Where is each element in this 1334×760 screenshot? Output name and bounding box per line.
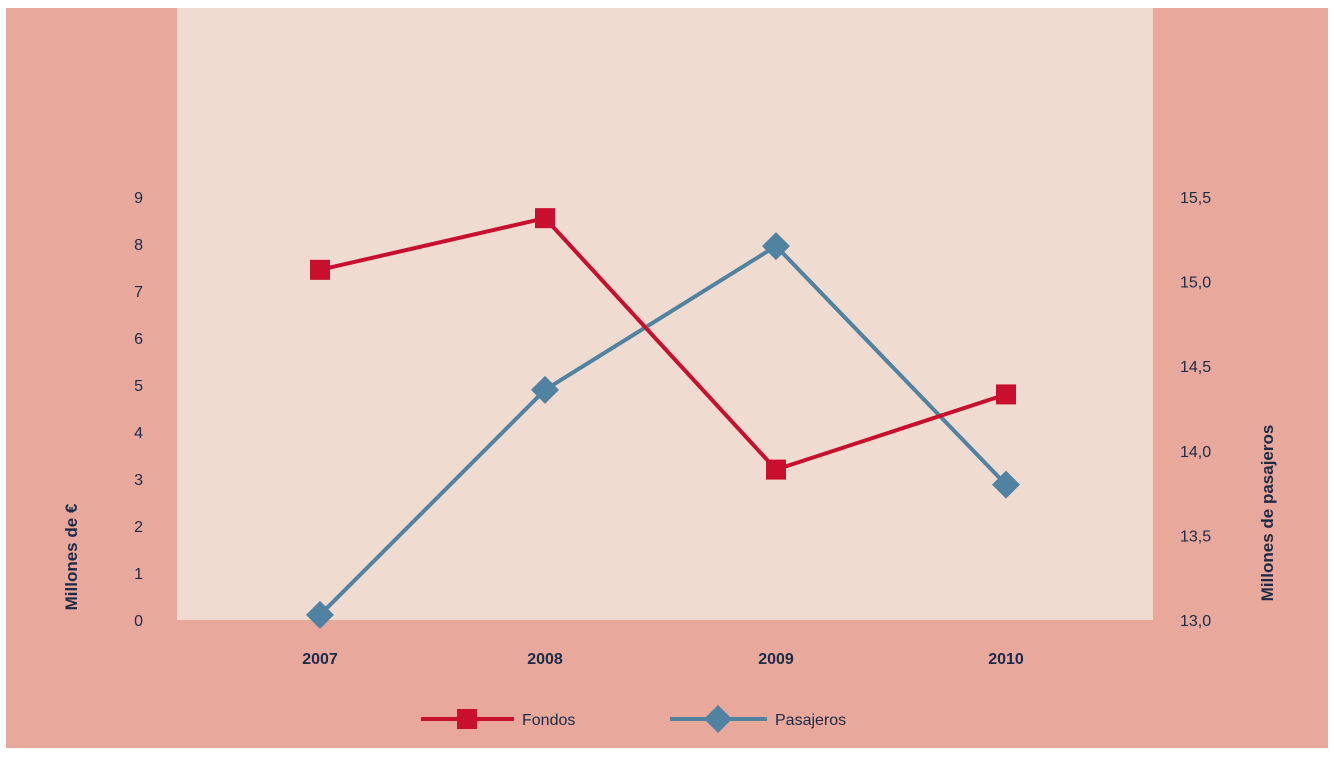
legend-label-fondos: Fondos (522, 712, 575, 729)
top-strip (0, 0, 1334, 8)
x-tick-label: 2009 (758, 651, 794, 668)
y-right-tick-label: 15,5 (1180, 190, 1211, 207)
series-layer (306, 208, 1020, 629)
right-strip (1328, 0, 1334, 760)
y-right-tick-label: 13,0 (1180, 613, 1211, 630)
x-tick-label: 2007 (302, 651, 338, 668)
series-line-fondos (319, 216, 1007, 472)
legend-label-pasajeros: Pasajeros (775, 712, 846, 729)
y-left-tick-label: 5 (134, 378, 143, 395)
y-left-tick-label: 8 (134, 237, 143, 254)
legend: Fondos Pasajeros (421, 705, 846, 733)
y-right-tick-label: 15,0 (1180, 275, 1211, 292)
y-right-ticks: 13,0 13,5 14,0 14,5 15,0 15,5 (1180, 190, 1211, 630)
y-left-ticks: 0 1 2 3 4 5 6 7 8 9 (134, 190, 143, 630)
series-line-pasajeros (318, 244, 1008, 617)
data-point-pasajeros (762, 232, 790, 261)
x-tick-label: 2010 (988, 651, 1024, 668)
data-point-fondos (310, 259, 330, 280)
data-point-fondos (996, 384, 1016, 405)
legend-marker-pasajeros (704, 705, 732, 733)
data-point-pasajeros (306, 600, 334, 629)
y-left-tick-label: 4 (134, 425, 143, 442)
y-right-tick-label: 13,5 (1180, 528, 1211, 545)
data-point-pasajeros (992, 470, 1020, 499)
y-left-tick-label: 0 (134, 613, 143, 630)
x-tick-label: 2008 (527, 651, 563, 668)
data-point-pasajeros (531, 375, 559, 404)
data-point-fondos (535, 208, 555, 229)
x-ticks: 2007 2008 2009 2010 (302, 651, 1024, 668)
y-left-tick-label: 7 (134, 284, 143, 301)
y-left-tick-label: 3 (134, 472, 143, 489)
bottom-strip (0, 748, 1334, 760)
y-right-tick-label: 14,5 (1180, 359, 1211, 376)
y-right-tick-label: 14,0 (1180, 444, 1211, 461)
left-strip (0, 0, 6, 760)
y-right-axis-title: Millones de pasajeros (1258, 425, 1277, 602)
y-left-tick-label: 9 (134, 190, 143, 207)
data-point-fondos (766, 459, 786, 480)
plot-area (177, 0, 1153, 620)
y-left-tick-label: 6 (134, 331, 143, 348)
y-left-tick-label: 2 (134, 519, 143, 536)
legend-marker-fondos (457, 709, 477, 729)
y-left-axis-title: Millones de € (62, 503, 81, 610)
y-left-tick-label: 1 (134, 566, 143, 583)
